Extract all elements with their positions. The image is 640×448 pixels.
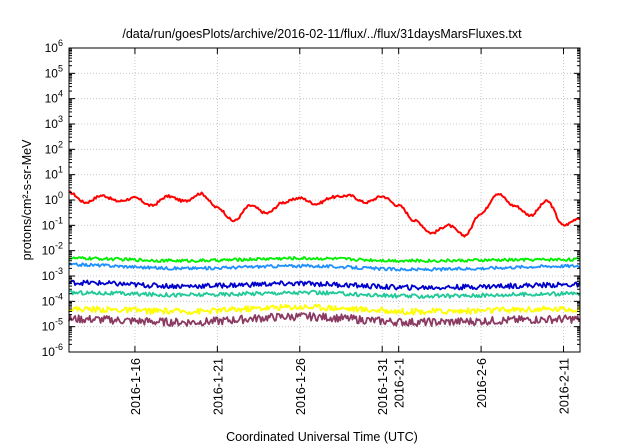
- x-tick-label: 2016-1-21: [211, 358, 225, 415]
- series-line-7: [68, 311, 581, 328]
- series-layer: [68, 190, 581, 328]
- series-line-1: [69, 190, 581, 238]
- series-line-5: [68, 289, 581, 300]
- x-tick-label: 2016-2-11: [558, 358, 572, 414]
- y-tick-label: 101: [45, 165, 63, 182]
- series-line-6: [68, 303, 581, 316]
- axis-ticks: 10-6 10-5 10-4 10-3 10-2 10-1 100 101 102 103 104 1…: [42, 38, 580, 415]
- y-tick-label: 103: [45, 114, 63, 131]
- y-tick-label: 10-4: [42, 291, 63, 308]
- series-line-4: [68, 279, 581, 291]
- y-tick-label: 102: [45, 139, 63, 156]
- x-axis-label: Coordinated Universal Time (UTC): [226, 430, 418, 444]
- y-tick-label: 10-3: [42, 266, 63, 283]
- x-tick-label: 2016-1-31: [376, 358, 390, 415]
- y-tick-label: 100: [45, 190, 63, 207]
- y-tick-label: 10-5: [42, 317, 63, 334]
- y-tick-label: 10-6: [42, 342, 63, 359]
- y-tick-label: 10-2: [42, 241, 63, 258]
- x-tick-label: 2016-2-1: [393, 358, 407, 408]
- series-line-3: [68, 262, 581, 272]
- y-tick-label: 104: [45, 89, 63, 106]
- chart-title: /data/run/goesPlots/archive/2016-02-11/f…: [122, 27, 522, 41]
- x-tick-label: 2016-1-26: [294, 358, 308, 415]
- y-tick-label: 105: [45, 63, 63, 80]
- y-axis-label: protons/cm²-s-sr-MeV: [20, 139, 34, 261]
- y-tick-label: 106: [45, 38, 63, 55]
- y-tick-label: 10-1: [42, 215, 63, 232]
- series-line-2: [68, 255, 581, 264]
- x-tick-label: 2016-2-6: [475, 358, 489, 408]
- x-tick-label: 2016-1-16: [129, 358, 143, 415]
